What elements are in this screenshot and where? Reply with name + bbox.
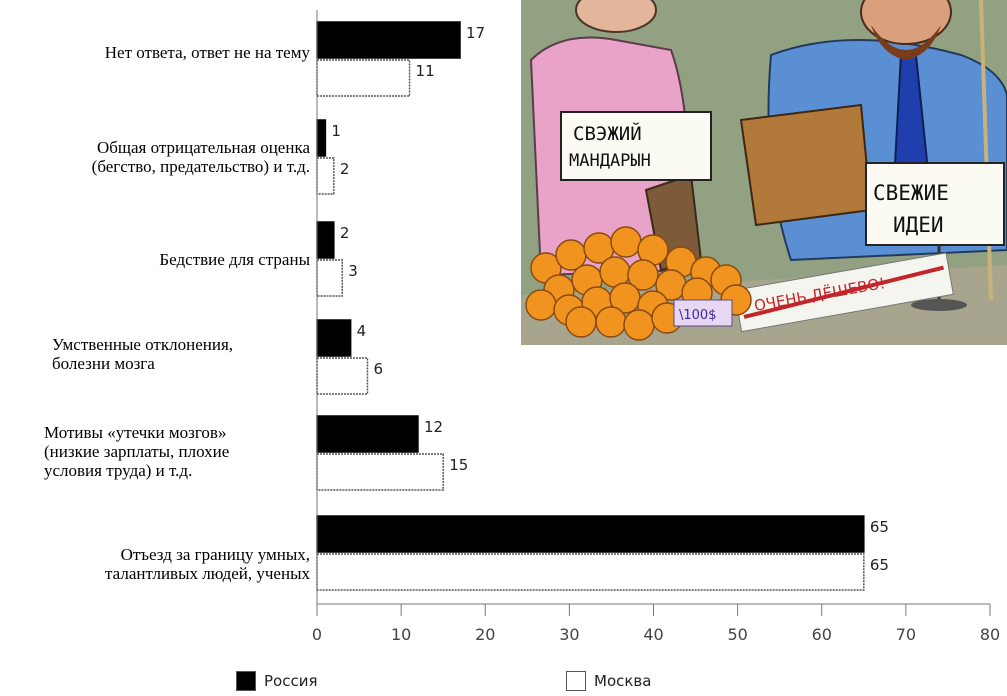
x-tick-label-4: 40 xyxy=(643,625,663,644)
bar-moscow-0 xyxy=(316,59,411,97)
legend-item-russia: Россия xyxy=(236,670,318,692)
bar-moscow-5 xyxy=(316,553,865,591)
bar-russia-5 xyxy=(316,515,865,553)
bar-moscow-2 xyxy=(316,259,343,297)
bar-moscow-1 xyxy=(316,157,335,195)
data-label-russia-4: 12 xyxy=(424,418,443,436)
data-label-russia-1: 1 xyxy=(331,122,341,140)
orange-3 xyxy=(610,226,642,258)
data-label-moscow-0: 11 xyxy=(416,62,435,80)
data-label-russia-2: 2 xyxy=(340,224,350,242)
bar-russia-2 xyxy=(316,221,335,259)
orange-18 xyxy=(565,306,597,338)
data-label-russia-3: 4 xyxy=(357,322,367,340)
orange-13 xyxy=(525,289,557,321)
sign-left-line2: МАНДАРЫН xyxy=(569,151,651,171)
orange-20 xyxy=(623,309,655,341)
data-label-moscow-4: 15 xyxy=(449,456,468,474)
data-label-russia-0: 17 xyxy=(466,24,485,42)
data-label-moscow-5: 65 xyxy=(870,556,889,574)
legend-item-moscow: Москва xyxy=(566,670,651,692)
x-tick-label-0: 0 xyxy=(312,625,322,644)
legend-swatch-moscow xyxy=(566,671,586,691)
bar-russia-0 xyxy=(316,21,461,59)
sign-right-line2: ИДЕИ xyxy=(893,213,944,237)
category-label-brain-drain-motives: Мотивы «утечки мозгов» (низкие зарплаты,… xyxy=(44,423,230,480)
bar-russia-4 xyxy=(316,415,419,453)
data-label-moscow-2: 3 xyxy=(348,262,358,280)
data-label-russia-5: 65 xyxy=(870,518,889,536)
legend-label-moscow: Москва xyxy=(594,672,652,690)
data-label-moscow-3: 6 xyxy=(373,360,383,378)
x-tick-label-8: 80 xyxy=(980,625,1000,644)
sign-right-line1: СВЕЖИЕ xyxy=(873,181,949,205)
data-label-moscow-1: 2 xyxy=(340,160,350,178)
sign-left-line1: СВЭЖИЙ xyxy=(573,122,642,145)
price-small-label: \100$ xyxy=(679,308,716,323)
legend-label-russia: Россия xyxy=(264,672,318,690)
orange-19 xyxy=(595,306,627,338)
category-label-no-answer: Нет ответа, ответ не на тему xyxy=(104,43,310,62)
bar-russia-3 xyxy=(316,319,352,357)
orange-10 xyxy=(627,259,659,291)
x-axis: 0 10 20 30 40 50 60 70 80 xyxy=(312,10,1000,644)
category-label-disaster: Бедствие для страны xyxy=(159,250,310,269)
x-tick-label-2: 20 xyxy=(475,625,495,644)
cartoon-illustration: СВЭЖИЙ МАНДАРЫН СВЕЖИЕ ИДЕИ ОЧЕНЬ ДЁШЕВО… xyxy=(521,0,1007,345)
x-tick-label-7: 70 xyxy=(896,625,916,644)
category-label-negative-assessment: Общая отрицательная оценка (бегство, пре… xyxy=(91,138,310,176)
category-label-mental-deviations: Умственные отклонения, болезни мозга xyxy=(52,335,234,373)
x-tick-label-3: 30 xyxy=(559,625,579,644)
bar-moscow-3 xyxy=(316,357,369,395)
bar-moscow-4 xyxy=(316,453,444,491)
legend-swatch-russia xyxy=(236,671,256,691)
x-tick-label-1: 10 xyxy=(391,625,411,644)
category-label-emigration: Отъезд за границу умных, талантливых люд… xyxy=(105,545,310,583)
bar-russia-1 xyxy=(316,119,327,157)
x-tick-label-5: 50 xyxy=(727,625,747,644)
x-tick-label-6: 60 xyxy=(812,625,832,644)
